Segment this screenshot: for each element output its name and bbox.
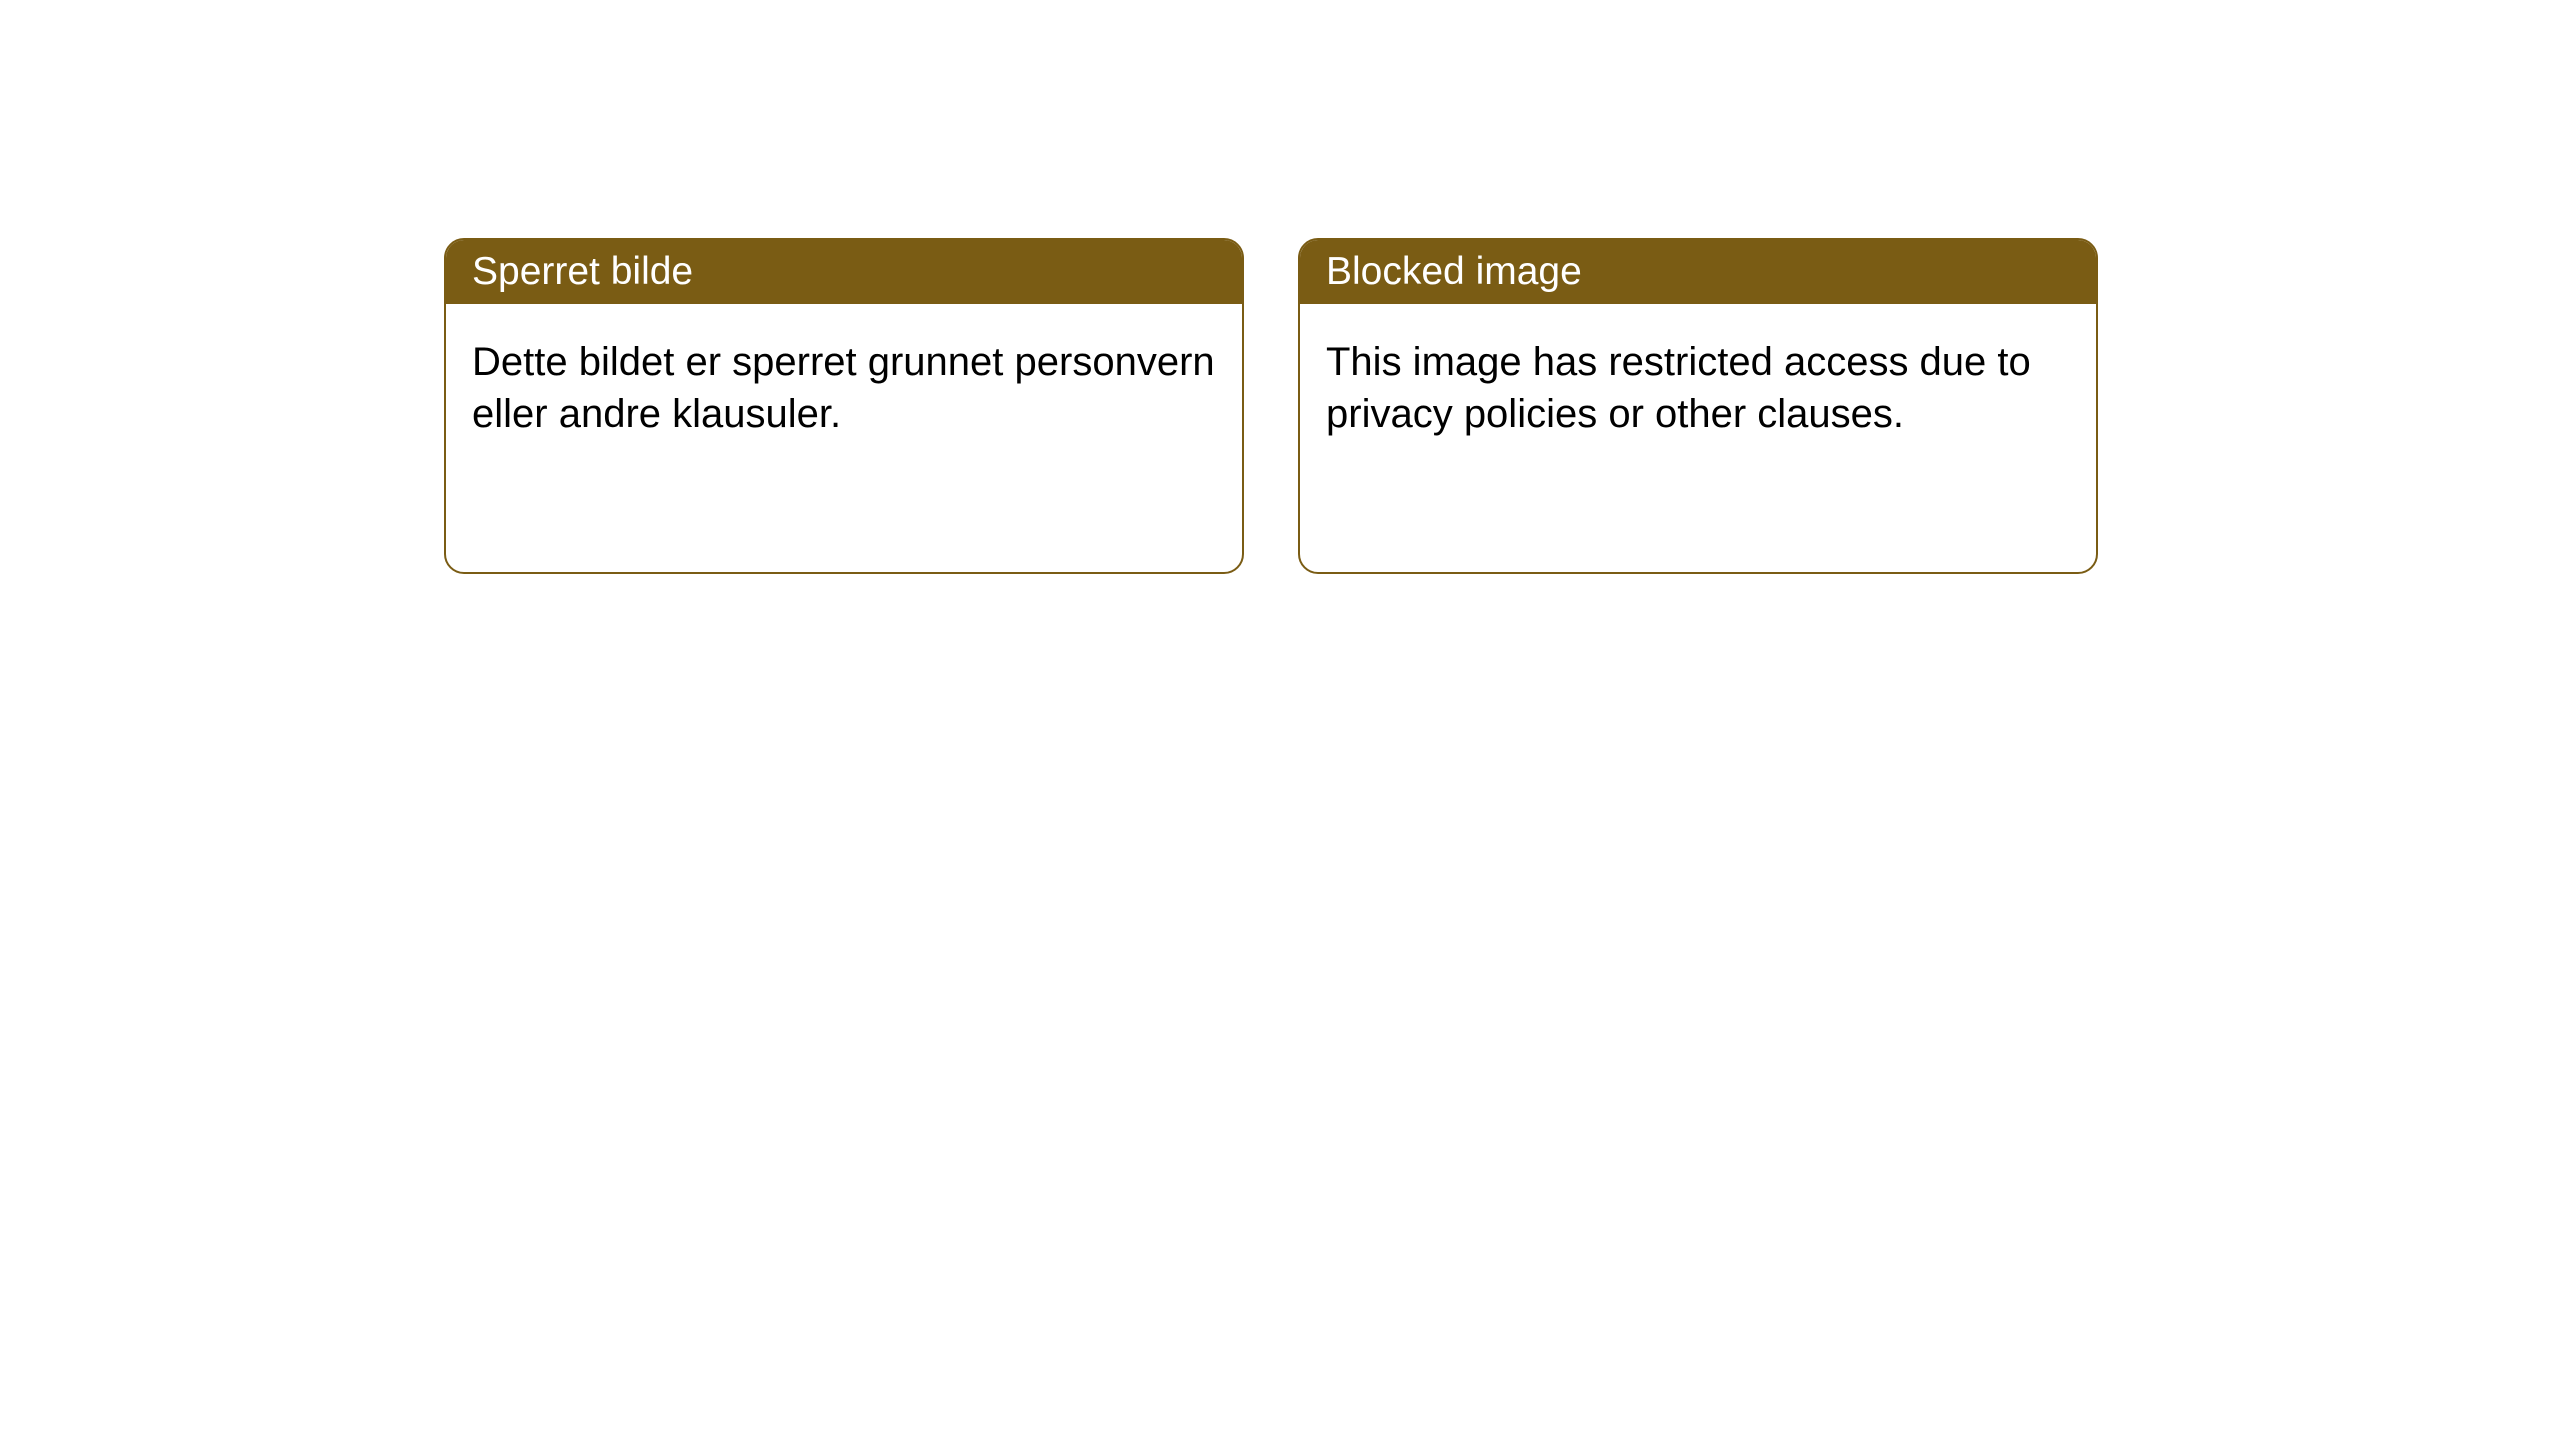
box-body: Dette bildet er sperret grunnet personve… [446, 304, 1242, 472]
blocked-image-box-en: Blocked image This image has restricted … [1298, 238, 2098, 574]
message-container: Sperret bilde Dette bildet er sperret gr… [444, 238, 2098, 574]
box-body-text: Dette bildet er sperret grunnet personve… [472, 340, 1215, 436]
box-title: Sperret bilde [472, 250, 693, 293]
blocked-image-box-no: Sperret bilde Dette bildet er sperret gr… [444, 238, 1244, 574]
box-header: Sperret bilde [446, 240, 1242, 304]
box-body: This image has restricted access due to … [1300, 304, 2096, 472]
box-header: Blocked image [1300, 240, 2096, 304]
box-body-text: This image has restricted access due to … [1326, 340, 2031, 436]
box-title: Blocked image [1326, 250, 1582, 293]
